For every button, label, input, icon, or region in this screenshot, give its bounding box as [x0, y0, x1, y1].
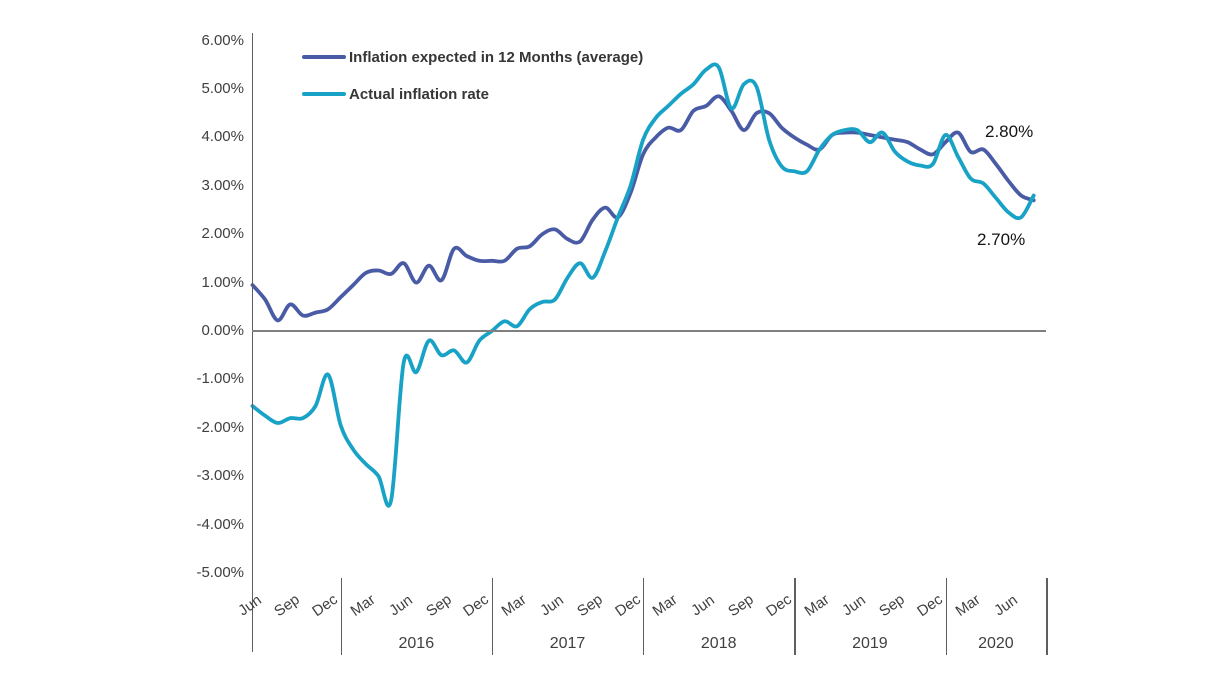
- y-tick-label: -4.00%: [196, 515, 244, 533]
- legend-entry-expected: Inflation expected in 12 Months (average…: [302, 46, 643, 68]
- y-tick-label: -3.00%: [196, 467, 244, 485]
- year-separator-line: [643, 578, 645, 655]
- y-tick-label: 0.00%: [201, 322, 244, 339]
- legend-label-actual: Actual inflation rate: [349, 85, 490, 103]
- y-tick-label: 2.00%: [201, 225, 244, 243]
- x-year-label: 2016: [398, 635, 435, 652]
- data-label-actual-final-value: 2.80%: [985, 122, 1034, 141]
- y-tick-label: 5.00%: [201, 80, 244, 97]
- x-year-label: 2017: [549, 635, 586, 652]
- year-separator-line: [945, 578, 947, 655]
- legend-entry-actual: Actual inflation rate: [302, 83, 643, 105]
- y-tick-label: 3.00%: [201, 176, 244, 194]
- y-tick-label: -2.00%: [196, 418, 244, 436]
- year-separator-line: [794, 578, 796, 655]
- legend-swatch-actual-line: [302, 91, 346, 97]
- legend-label-expected: Inflation expected in 12 Months (average…: [349, 48, 644, 66]
- year-separator-line: [491, 578, 494, 655]
- chart-legend: Inflation expected in 12 Months (average…: [302, 46, 643, 120]
- y-tick-label: -1.00%: [196, 370, 244, 388]
- x-year-label: 2020: [978, 635, 1014, 652]
- zero-axis-line: [251, 330, 1047, 332]
- year-separator-line: [340, 578, 343, 655]
- y-axis-line: [251, 33, 253, 652]
- x-year-label: 2018: [700, 635, 737, 652]
- year-separator-line: [1046, 578, 1048, 655]
- series-line-actual-inflation: [250, 62, 1036, 508]
- y-tick-label: -5.00%: [196, 564, 244, 581]
- legend-swatch-expected-line: [302, 54, 346, 60]
- y-tick-label: 6.00%: [201, 31, 244, 49]
- series-line-expected-inflation: [250, 94, 1036, 323]
- x-year-label: 2019: [852, 635, 888, 652]
- y-tick-label: 4.00%: [201, 128, 244, 146]
- data-label-expected-final-value: 2.70%: [977, 230, 1026, 249]
- y-tick-label: 1.00%: [201, 273, 244, 291]
